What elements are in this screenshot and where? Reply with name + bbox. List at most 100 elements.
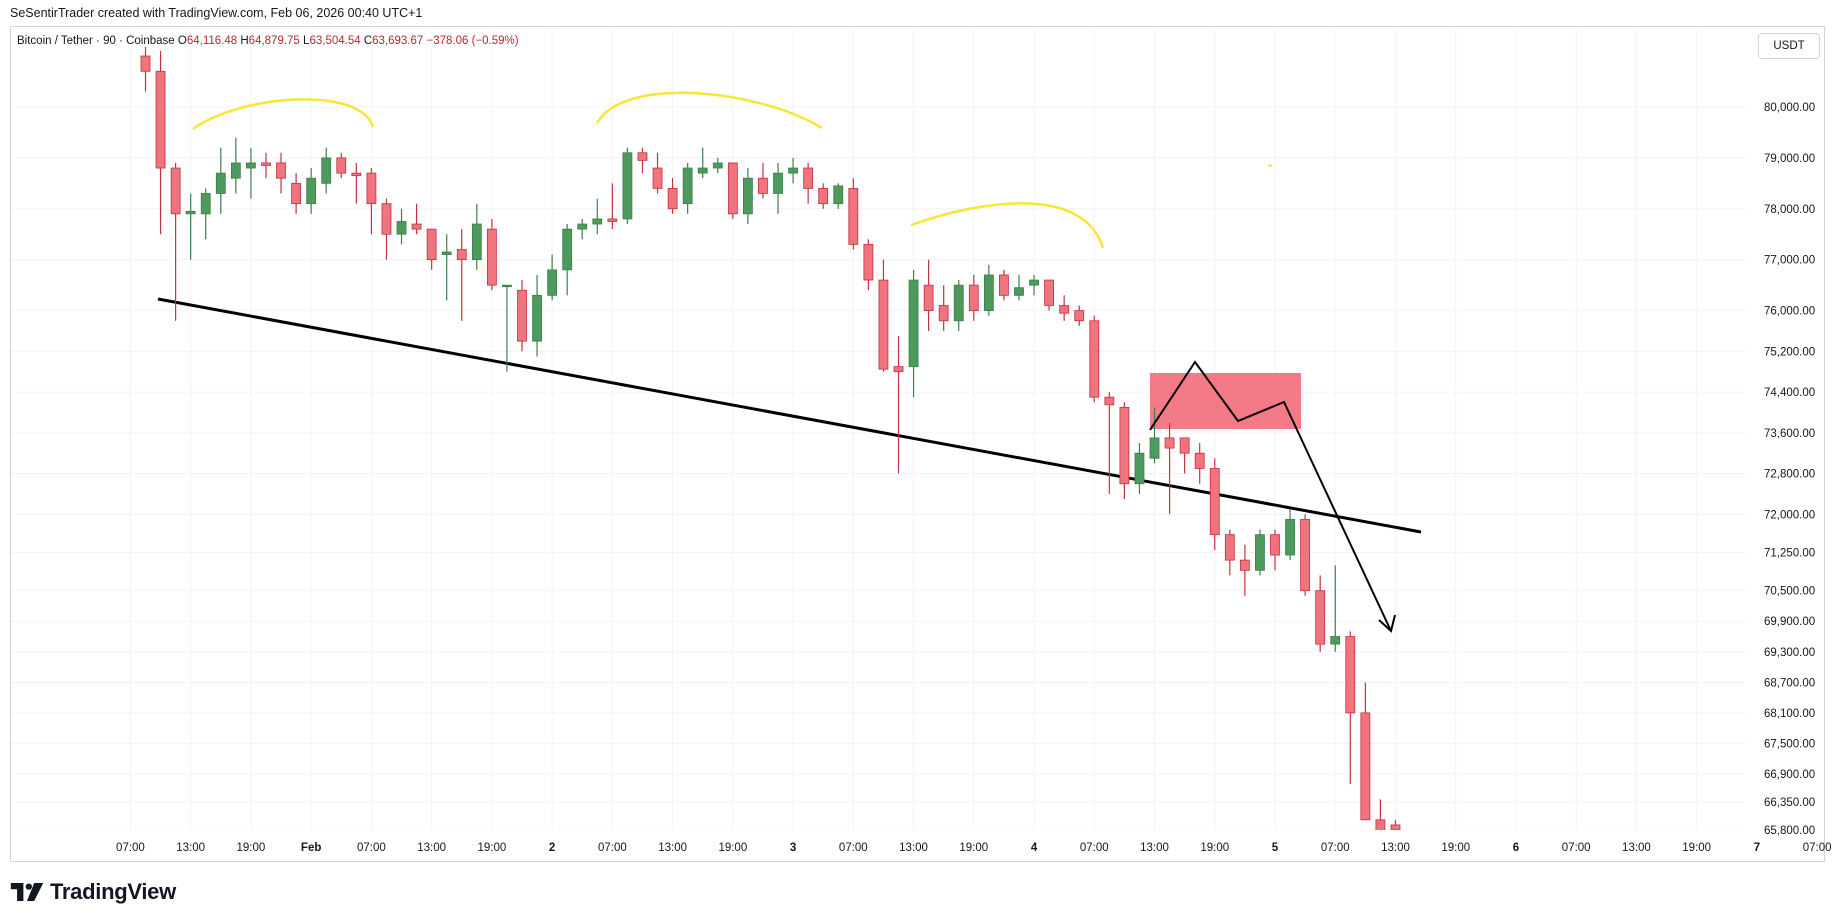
- candle-body: [381, 203, 392, 235]
- candle[interactable]: [682, 162, 693, 214]
- candle[interactable]: [863, 239, 874, 291]
- candle[interactable]: [456, 229, 467, 321]
- candle[interactable]: [788, 157, 798, 184]
- candle[interactable]: [396, 208, 407, 245]
- candle[interactable]: [426, 228, 437, 270]
- candle[interactable]: [592, 198, 603, 235]
- candle[interactable]: [1345, 631, 1356, 785]
- low-label: L: [303, 35, 310, 47]
- candle[interactable]: [1029, 274, 1039, 296]
- candle[interactable]: [1119, 402, 1130, 500]
- candle[interactable]: [321, 147, 332, 194]
- candle[interactable]: [607, 183, 618, 230]
- candle[interactable]: [923, 259, 934, 331]
- candle[interactable]: [1044, 279, 1054, 311]
- candle[interactable]: [381, 198, 392, 260]
- candle[interactable]: [411, 203, 422, 235]
- x-tick-label: 07:00: [116, 842, 145, 854]
- candle[interactable]: [291, 173, 302, 214]
- candle[interactable]: [1255, 529, 1265, 576]
- candle[interactable]: [803, 162, 814, 204]
- head-arc[interactable]: [595, 91, 823, 130]
- candle[interactable]: [968, 274, 979, 321]
- candle[interactable]: [848, 178, 859, 250]
- candle[interactable]: [1179, 437, 1190, 474]
- candle[interactable]: [1390, 819, 1401, 835]
- candle[interactable]: [441, 234, 452, 301]
- candle[interactable]: [1149, 407, 1160, 464]
- candle[interactable]: [893, 336, 904, 474]
- candle[interactable]: [1194, 443, 1205, 484]
- projection-path[interactable]: [1149, 360, 1392, 632]
- candle[interactable]: [908, 269, 919, 398]
- candle[interactable]: [1209, 458, 1220, 550]
- candle[interactable]: [652, 152, 663, 194]
- candle[interactable]: [878, 259, 889, 372]
- candle[interactable]: [1330, 565, 1341, 652]
- candle[interactable]: [712, 157, 723, 174]
- currency-selector[interactable]: USDT: [1758, 33, 1820, 59]
- right-shoulder-arc[interactable]: [910, 202, 1105, 249]
- candle[interactable]: [532, 274, 542, 357]
- candle[interactable]: [155, 50, 166, 235]
- candle[interactable]: [351, 162, 362, 204]
- candle[interactable]: [547, 254, 558, 301]
- candle[interactable]: [1285, 509, 1295, 561]
- candle[interactable]: [1224, 529, 1235, 576]
- candle[interactable]: [1104, 392, 1115, 494]
- candle[interactable]: [637, 147, 648, 174]
- candle[interactable]: [170, 162, 181, 321]
- candle[interactable]: [215, 147, 226, 214]
- candle[interactable]: [366, 168, 377, 235]
- candle[interactable]: [517, 280, 527, 352]
- candle[interactable]: [1164, 422, 1175, 515]
- candle[interactable]: [727, 162, 738, 219]
- supply-zone[interactable]: [1150, 373, 1301, 429]
- candle[interactable]: [471, 203, 482, 270]
- candle[interactable]: [230, 137, 241, 194]
- y-tick-label: 69,300.00: [1764, 647, 1815, 659]
- candle[interactable]: [697, 147, 708, 179]
- candle[interactable]: [622, 147, 633, 225]
- symbol-legend[interactable]: Bitcoin / Tether · 90 · Coinbase O64,116…: [17, 35, 521, 47]
- candle[interactable]: [246, 147, 256, 199]
- candle[interactable]: [1074, 305, 1085, 326]
- left-shoulder-arc[interactable]: [192, 98, 375, 131]
- candle[interactable]: [1360, 682, 1371, 821]
- candle[interactable]: [667, 178, 678, 214]
- candle[interactable]: [1300, 514, 1311, 596]
- symbol-name[interactable]: Bitcoin / Tether · 90 · Coinbase: [17, 35, 175, 47]
- candle[interactable]: [773, 162, 783, 214]
- candle[interactable]: [577, 218, 588, 240]
- candle[interactable]: [758, 162, 768, 199]
- candle[interactable]: [185, 193, 196, 260]
- candle[interactable]: [983, 264, 994, 316]
- candle[interactable]: [200, 188, 211, 240]
- candle[interactable]: [1134, 443, 1145, 494]
- candle[interactable]: [1089, 315, 1100, 403]
- candle[interactable]: [276, 152, 286, 194]
- candle[interactable]: [336, 152, 347, 179]
- candle[interactable]: [938, 285, 949, 331]
- candle[interactable]: [999, 269, 1009, 301]
- candle[interactable]: [1270, 529, 1280, 571]
- candle[interactable]: [502, 284, 512, 372]
- candle[interactable]: [1239, 544, 1250, 596]
- candle[interactable]: [261, 152, 271, 179]
- candle[interactable]: [306, 168, 317, 214]
- candle[interactable]: [818, 183, 829, 209]
- candle[interactable]: [1315, 575, 1326, 652]
- candle[interactable]: [486, 218, 497, 291]
- candle[interactable]: [1014, 274, 1024, 301]
- candle[interactable]: [743, 168, 753, 225]
- candle[interactable]: [953, 280, 964, 331]
- candle[interactable]: [140, 45, 151, 92]
- candle[interactable]: [562, 224, 573, 296]
- chart-pane[interactable]: [10, 26, 1825, 862]
- tradingview-brand[interactable]: TradingView: [10, 879, 176, 905]
- candle[interactable]: [1059, 295, 1070, 321]
- y-tick-label: 72,000.00: [1764, 509, 1815, 521]
- candle[interactable]: [833, 183, 844, 209]
- candle[interactable]: [1375, 799, 1386, 845]
